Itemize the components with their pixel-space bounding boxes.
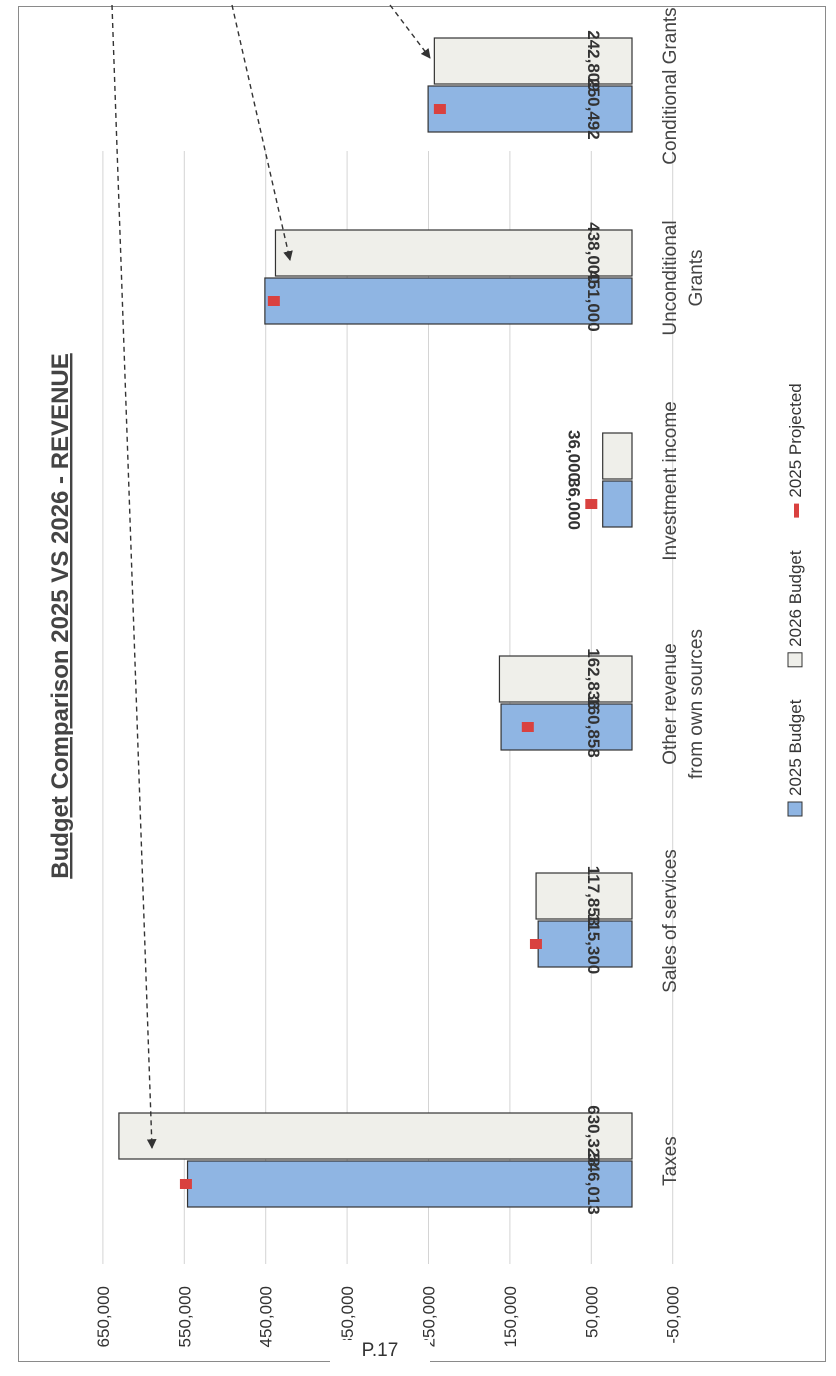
y-tick-label: 50,000: [582, 1286, 601, 1338]
y-tick-label: 550,000: [175, 1286, 194, 1347]
legend-label: 2025 Projected: [786, 383, 805, 497]
value-label-2026: 36,000: [565, 430, 584, 482]
category-label: Other revenue: [660, 643, 681, 764]
bar-2026-budget: [498, 655, 633, 703]
category-label: Taxes: [660, 1136, 681, 1186]
value-label-2026: 242,809: [584, 30, 603, 91]
marker-2025-projected: [267, 296, 280, 306]
marker-2025-projected: [433, 104, 446, 114]
legend-swatch: [787, 652, 803, 668]
projected-markers: [179, 104, 598, 1189]
value-label-2025: 115,300: [584, 914, 603, 975]
marker-2025-projected: [179, 1179, 192, 1189]
legend-swatch: [787, 801, 803, 817]
legend-swatch-projected: [794, 503, 799, 518]
y-tick-label: 150,000: [501, 1286, 520, 1347]
bar-2025-budget: [186, 1160, 633, 1208]
value-label-2025: 250,492: [584, 78, 603, 139]
category-label: Grants: [686, 249, 707, 306]
gridlines: [102, 151, 674, 1264]
value-label-2026: 630,328: [584, 1105, 603, 1166]
dashed-arrow: [231, 4, 293, 261]
y-tick-label: 450,000: [257, 1286, 276, 1347]
dashed-arrow: [111, 4, 157, 1149]
bar-2025-budget: [427, 85, 633, 133]
category-label: Sales of services: [660, 849, 681, 993]
legend: 2025 Budget 2026 Budget 2025 Projected: [786, 383, 805, 817]
bar-2026-budget: [535, 872, 633, 920]
pointer-arrows: [111, 4, 431, 1149]
marker-2025-projected: [585, 499, 598, 509]
bar-2025-budget: [264, 277, 633, 325]
y-axis-ticks: -50,000 50,000 150,000 250,000 350,000 450,00…: [94, 1286, 683, 1347]
bar-2026-budget: [118, 1112, 633, 1160]
bar-2026-budget: [602, 432, 633, 480]
marker-2025-projected: [521, 722, 534, 732]
marker-2025-projected: [529, 939, 542, 949]
category-labels: Taxes Sales of services Other revenue from …: [660, 7, 707, 1186]
bar-2026-budget: [274, 229, 633, 277]
page-number: P.17: [330, 1340, 430, 1366]
legend-label: 2026 Budget: [786, 550, 805, 647]
category-label: Investment income: [660, 401, 681, 560]
value-label-2026: 438,000: [584, 222, 603, 283]
chart-title: Budget Comparison 2025 VS 2026 - REVENUE: [47, 353, 74, 879]
value-label-2025: 36,000: [565, 478, 584, 530]
y-tick-label: -50,000: [664, 1286, 683, 1344]
y-tick-label: 350,000: [338, 1286, 357, 1347]
category-label: Unconditional: [660, 220, 681, 335]
dashed-arrow: [389, 4, 431, 59]
bar-2026-budget: [433, 37, 633, 85]
bar-2025-budget: [500, 703, 633, 751]
legend-label: 2025 Budget: [786, 699, 805, 796]
y-tick-label: 250,000: [420, 1286, 439, 1347]
bar-2025-budget: [602, 480, 633, 528]
value-label-2025: 160,858: [584, 696, 603, 757]
value-label-2025: 546,013: [584, 1153, 603, 1214]
y-tick-label: 650,000: [94, 1286, 113, 1347]
bars: [118, 37, 633, 1208]
value-label-2026: 117,853: [584, 866, 603, 927]
value-label-2026: 162,836: [584, 648, 603, 709]
category-label: from own sources: [686, 629, 707, 779]
value-label-2025: 451,000: [584, 270, 603, 331]
category-label: Conditional Grants: [660, 7, 681, 164]
